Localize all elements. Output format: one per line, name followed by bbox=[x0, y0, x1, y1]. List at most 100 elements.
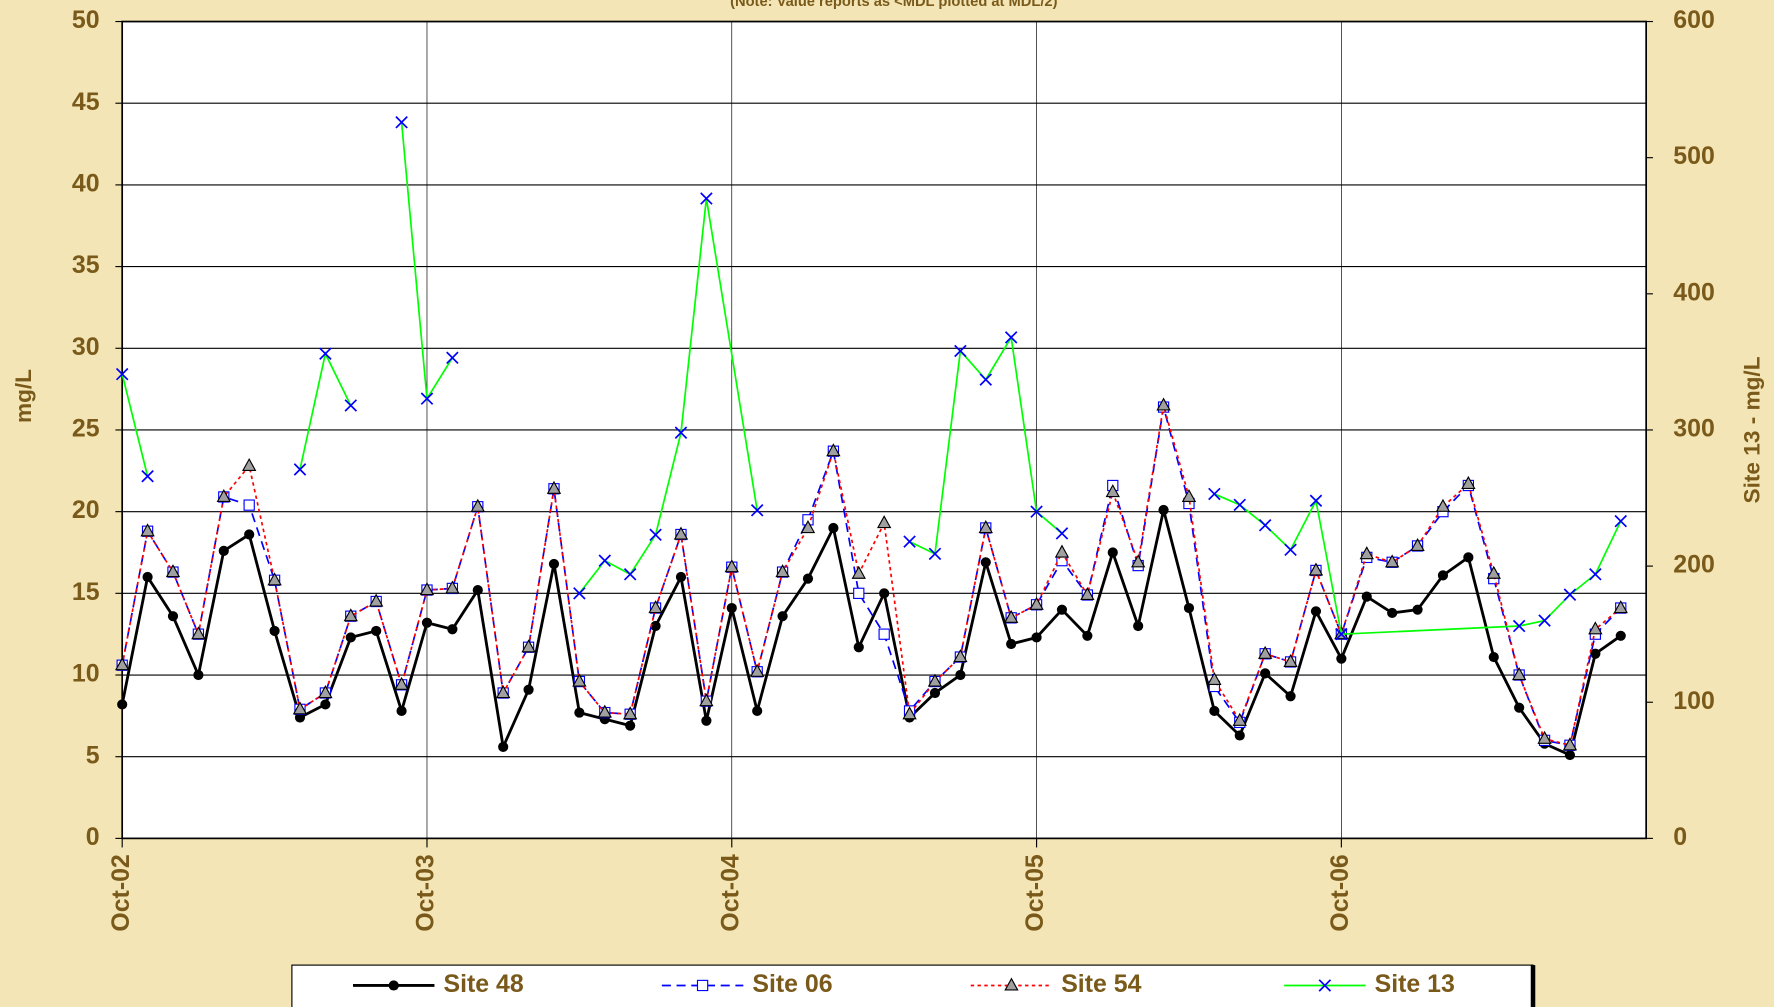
point bbox=[726, 602, 737, 614]
x-tick-label: Oct-06 bbox=[1326, 854, 1354, 931]
point bbox=[293, 463, 307, 476]
point bbox=[1488, 651, 1499, 663]
point bbox=[1107, 547, 1118, 558]
point bbox=[140, 523, 155, 537]
x-tick-label: Oct-03 bbox=[412, 854, 440, 931]
point bbox=[1589, 568, 1602, 581]
point bbox=[675, 571, 687, 583]
y2-axis-label: Site 13 - mg/L bbox=[1740, 356, 1765, 503]
point bbox=[1308, 562, 1324, 576]
point bbox=[1486, 565, 1501, 579]
point bbox=[879, 588, 890, 599]
point bbox=[878, 628, 890, 640]
point bbox=[826, 443, 841, 457]
point bbox=[650, 620, 661, 632]
point bbox=[1614, 514, 1628, 528]
point bbox=[320, 699, 331, 710]
point bbox=[851, 565, 866, 579]
point bbox=[1463, 552, 1474, 563]
point bbox=[597, 704, 612, 718]
point bbox=[1260, 668, 1271, 679]
point bbox=[1537, 730, 1552, 744]
point bbox=[1284, 543, 1297, 557]
point bbox=[1082, 630, 1093, 641]
point bbox=[1156, 397, 1171, 411]
point bbox=[1181, 488, 1197, 503]
point bbox=[673, 526, 689, 540]
point bbox=[853, 642, 864, 653]
point bbox=[1232, 712, 1247, 726]
y-tick-label: 45 bbox=[72, 88, 100, 116]
point bbox=[1563, 588, 1577, 601]
point bbox=[394, 676, 409, 690]
y2-tick-label: 100 bbox=[1673, 687, 1715, 715]
point bbox=[1562, 737, 1578, 751]
point bbox=[1512, 619, 1526, 633]
point bbox=[749, 663, 765, 677]
point bbox=[699, 693, 714, 707]
y2-tick-label: 600 bbox=[1673, 6, 1715, 34]
point bbox=[1209, 705, 1220, 717]
point bbox=[421, 617, 433, 628]
point bbox=[167, 611, 179, 622]
point bbox=[953, 649, 968, 663]
point bbox=[1361, 591, 1372, 602]
point bbox=[700, 192, 713, 205]
point bbox=[445, 580, 460, 594]
point bbox=[572, 673, 587, 687]
point bbox=[546, 480, 562, 494]
point bbox=[978, 520, 993, 534]
point bbox=[1054, 544, 1070, 558]
point bbox=[752, 705, 763, 717]
point bbox=[1234, 730, 1245, 741]
point bbox=[1310, 606, 1322, 617]
y-tick-label: 40 bbox=[72, 169, 100, 197]
point bbox=[141, 469, 154, 483]
point bbox=[1336, 653, 1347, 664]
point bbox=[1613, 600, 1628, 614]
point bbox=[345, 632, 356, 643]
point bbox=[1029, 596, 1044, 610]
point bbox=[1208, 487, 1221, 501]
point bbox=[117, 699, 128, 710]
point bbox=[1590, 648, 1601, 659]
point bbox=[1055, 527, 1069, 540]
x-tick-label: Oct-04 bbox=[716, 854, 744, 932]
point bbox=[244, 529, 255, 540]
point bbox=[343, 608, 358, 622]
point bbox=[1258, 519, 1272, 532]
legend-marker bbox=[696, 979, 709, 992]
legend-marker bbox=[1318, 979, 1332, 992]
y-axis-label: mg/L bbox=[11, 369, 36, 423]
point bbox=[447, 624, 458, 635]
point bbox=[802, 573, 814, 584]
plot-frame bbox=[121, 20, 1648, 840]
point bbox=[1309, 494, 1323, 508]
point bbox=[1387, 607, 1398, 619]
y-tick-label: 25 bbox=[72, 415, 100, 443]
point bbox=[292, 701, 308, 715]
point bbox=[955, 669, 966, 681]
point bbox=[1538, 614, 1551, 627]
x-tick-label: Oct-02 bbox=[107, 854, 135, 931]
point bbox=[648, 600, 663, 614]
point bbox=[1588, 621, 1603, 635]
point bbox=[1384, 554, 1400, 568]
point bbox=[1412, 604, 1423, 615]
point bbox=[625, 720, 636, 731]
point bbox=[395, 116, 408, 129]
point bbox=[1183, 602, 1195, 614]
point bbox=[674, 426, 688, 439]
point bbox=[927, 673, 943, 687]
point bbox=[242, 457, 257, 471]
point bbox=[1003, 609, 1019, 623]
point bbox=[800, 520, 816, 534]
point bbox=[903, 535, 916, 548]
point bbox=[573, 587, 586, 600]
point bbox=[191, 626, 206, 640]
point bbox=[1207, 671, 1222, 686]
point bbox=[319, 347, 332, 360]
point bbox=[1004, 331, 1018, 344]
point bbox=[1006, 638, 1017, 650]
